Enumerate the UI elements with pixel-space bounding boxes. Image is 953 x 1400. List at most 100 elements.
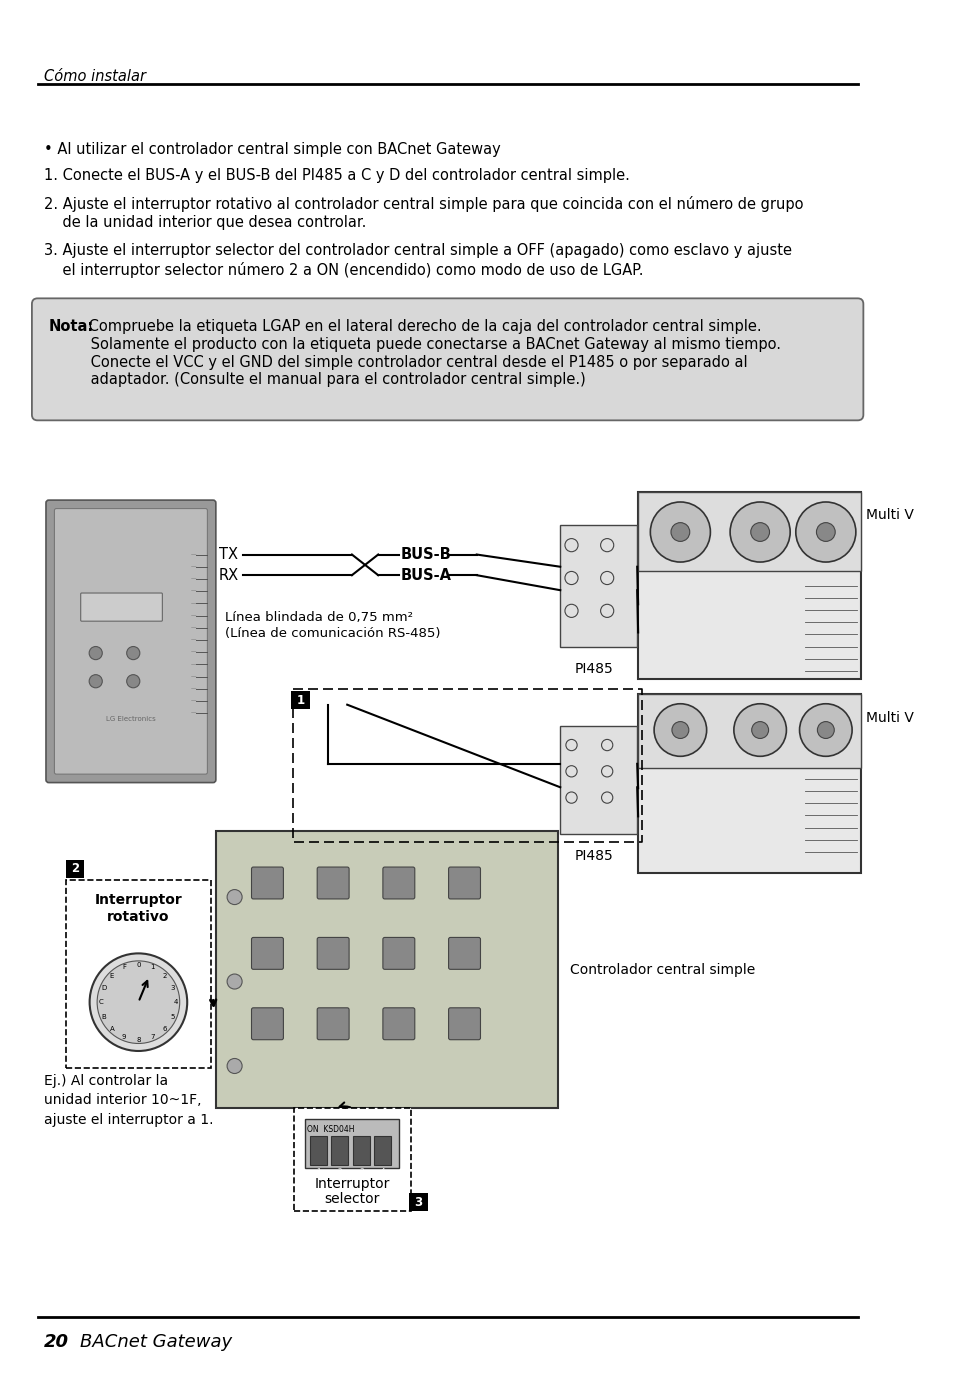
Text: RX: RX	[218, 567, 238, 582]
Text: BACnet Gateway: BACnet Gateway	[80, 1333, 232, 1351]
Text: 0: 0	[136, 962, 140, 967]
Text: —: —	[191, 673, 195, 679]
Circle shape	[127, 647, 140, 659]
FancyBboxPatch shape	[66, 860, 85, 878]
Text: adaptador. (Consulte el manual para el controlador central simple.): adaptador. (Consulte el manual para el c…	[49, 372, 585, 388]
Circle shape	[97, 960, 179, 1043]
Text: 20: 20	[44, 1333, 69, 1351]
Text: 9: 9	[122, 1033, 126, 1040]
Text: 1: 1	[296, 693, 304, 707]
Circle shape	[89, 647, 102, 659]
Text: —: —	[191, 637, 195, 643]
Circle shape	[750, 522, 769, 542]
FancyBboxPatch shape	[252, 1008, 283, 1040]
Text: —: —	[191, 626, 195, 630]
Circle shape	[89, 675, 102, 687]
Text: ON  KSD04H: ON KSD04H	[307, 1126, 354, 1134]
Bar	[638, 694, 861, 767]
Text: selector: selector	[324, 1191, 379, 1205]
Text: —: —	[191, 711, 195, 715]
Text: —: —	[191, 686, 195, 692]
Text: Multi V: Multi V	[865, 711, 913, 725]
FancyBboxPatch shape	[252, 938, 283, 969]
Text: LG Electronics: LG Electronics	[106, 715, 155, 722]
Text: E: E	[110, 973, 114, 979]
Bar	[638, 491, 861, 679]
Text: Cómo instalar: Cómo instalar	[44, 70, 146, 84]
Circle shape	[799, 704, 851, 756]
Bar	[66, 881, 211, 1068]
Bar	[374, 1137, 391, 1165]
FancyBboxPatch shape	[409, 1193, 428, 1211]
Text: 2: 2	[71, 862, 79, 875]
Circle shape	[670, 522, 689, 542]
Text: —: —	[191, 699, 195, 703]
Circle shape	[751, 721, 768, 738]
Text: PI485: PI485	[574, 662, 613, 676]
Circle shape	[227, 974, 242, 988]
Text: de la unidad interior que desea controlar.: de la unidad interior que desea controla…	[44, 214, 366, 230]
Text: PI485: PI485	[574, 850, 613, 864]
Text: Solamente el producto con la etiqueta puede conectarse a BACnet Gateway al mismo: Solamente el producto con la etiqueta pu…	[49, 337, 780, 351]
Text: 3: 3	[358, 1168, 363, 1175]
FancyBboxPatch shape	[382, 1008, 415, 1040]
Text: 2: 2	[163, 973, 167, 979]
Text: 6: 6	[163, 1026, 167, 1032]
Text: el interruptor selector número 2 a ON (encendido) como modo de uso de LGAP.: el interruptor selector número 2 a ON (e…	[44, 262, 643, 277]
Bar	[638, 491, 861, 571]
Circle shape	[654, 704, 706, 756]
Text: 2. Ajuste el interruptor rotativo al controlador central simple para que coincid: 2. Ajuste el interruptor rotativo al con…	[44, 196, 802, 211]
FancyBboxPatch shape	[382, 938, 415, 969]
Text: D: D	[101, 984, 106, 991]
Bar	[215, 832, 558, 1109]
Circle shape	[127, 675, 140, 687]
Text: unidad interior 10~1F,: unidad interior 10~1F,	[44, 1093, 201, 1107]
Text: —: —	[191, 613, 195, 617]
Text: 4: 4	[173, 1000, 178, 1005]
Text: 3. Ajuste el interruptor selector del controlador central simple a OFF (apagado): 3. Ajuste el interruptor selector del co…	[44, 244, 791, 258]
Text: 4: 4	[380, 1168, 385, 1175]
Bar	[305, 1120, 398, 1168]
FancyBboxPatch shape	[54, 508, 207, 774]
FancyBboxPatch shape	[316, 1008, 349, 1040]
FancyBboxPatch shape	[382, 867, 415, 899]
Text: —: —	[191, 650, 195, 655]
Circle shape	[671, 721, 688, 738]
Bar	[559, 525, 637, 647]
Text: 1: 1	[151, 965, 155, 970]
Text: Multi V: Multi V	[865, 508, 913, 522]
Text: rotativo: rotativo	[107, 910, 170, 924]
Circle shape	[650, 503, 710, 561]
Text: A: A	[110, 1026, 114, 1032]
FancyBboxPatch shape	[252, 867, 283, 899]
FancyBboxPatch shape	[448, 1008, 480, 1040]
FancyBboxPatch shape	[448, 938, 480, 969]
Circle shape	[733, 704, 785, 756]
Circle shape	[729, 503, 789, 561]
Circle shape	[795, 503, 855, 561]
Bar	[353, 1137, 370, 1165]
Text: • Al utilizar el controlador central simple con BACnet Gateway: • Al utilizar el controlador central sim…	[44, 141, 500, 157]
Bar	[331, 1137, 348, 1165]
Text: 5: 5	[171, 1014, 175, 1019]
FancyBboxPatch shape	[46, 500, 215, 783]
Text: —: —	[191, 662, 195, 666]
Text: —: —	[191, 577, 195, 581]
Text: (Línea de comunicación RS-485): (Línea de comunicación RS-485)	[225, 627, 440, 640]
Text: Interruptor: Interruptor	[314, 1177, 390, 1191]
Text: C: C	[98, 1000, 103, 1005]
Text: Compruebe la etiqueta LGAP en el lateral derecho de la caja del controlador cent: Compruebe la etiqueta LGAP en el lateral…	[85, 319, 761, 335]
FancyBboxPatch shape	[81, 594, 162, 622]
Text: 8: 8	[136, 1037, 140, 1043]
FancyBboxPatch shape	[31, 298, 862, 420]
Text: —: —	[191, 552, 195, 557]
FancyBboxPatch shape	[291, 690, 310, 710]
Text: BUS-B: BUS-B	[400, 547, 451, 561]
Circle shape	[817, 721, 834, 738]
Text: Interruptor: Interruptor	[94, 893, 182, 907]
Text: 2: 2	[337, 1168, 341, 1175]
Text: BUS-A: BUS-A	[400, 567, 451, 582]
Text: 1. Conecte el BUS-A y el BUS-B del PI485 a C y D del controlador central simple.: 1. Conecte el BUS-A y el BUS-B del PI485…	[44, 168, 629, 183]
Bar	[310, 1137, 326, 1165]
Circle shape	[227, 1058, 242, 1074]
